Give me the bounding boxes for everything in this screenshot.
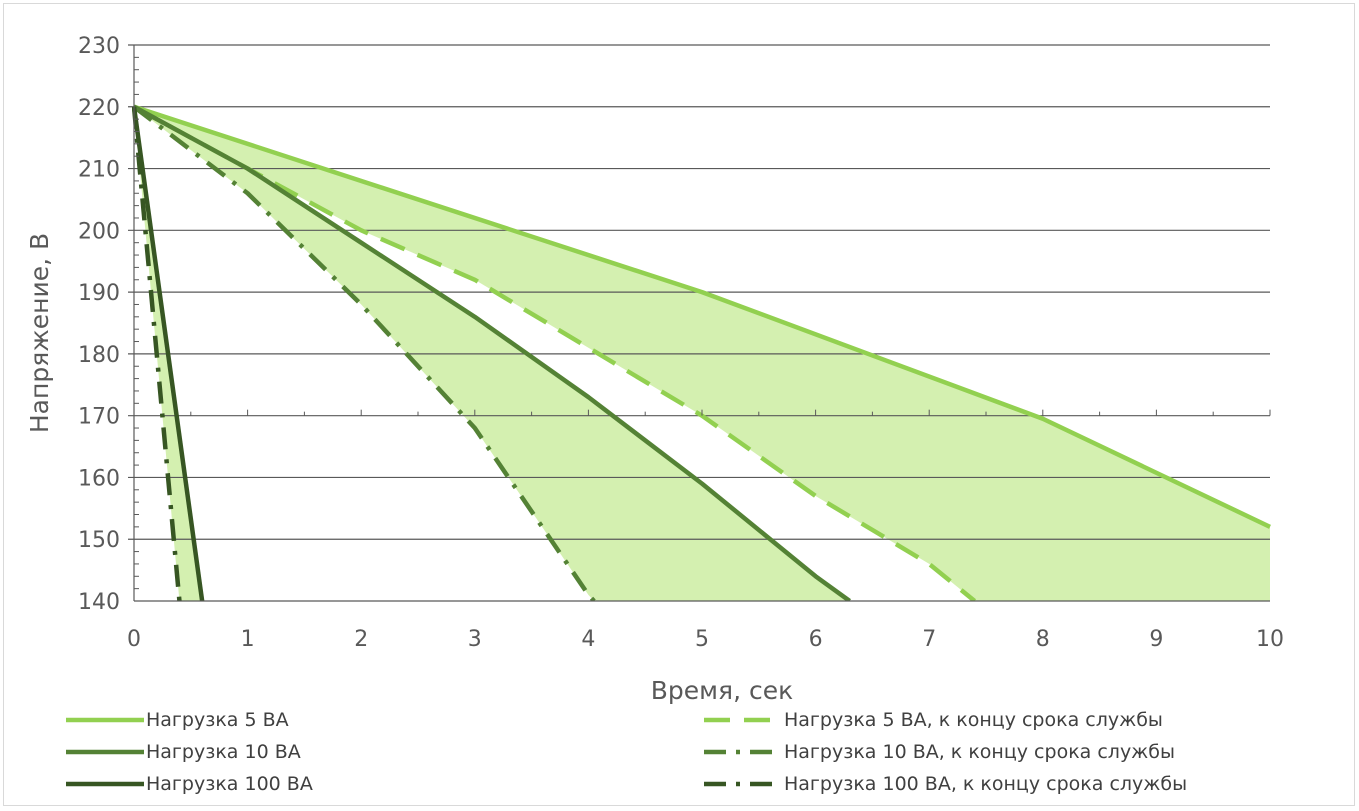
legend-label-load_10: Нагрузка 10 ВА xyxy=(146,741,301,763)
series-lines xyxy=(132,104,1271,601)
series-line-load_100_eol xyxy=(132,106,182,601)
y-tick-label: 160 xyxy=(78,466,120,491)
x-tick-label: 5 xyxy=(695,627,709,652)
y-axis-title: Напряжение, В xyxy=(25,233,54,433)
series-line-load_5_eol xyxy=(132,104,977,601)
legend-label-load_100_eol: Нагрузка 100 ВА, к концу срока службы xyxy=(784,773,1187,795)
chart-container: 140 150 160 170 180 190 200 210 220 230 0 1 2 3 4 5 6 7 8 9… xyxy=(3,3,1355,806)
x-axis-title: Время, сек xyxy=(651,676,793,705)
y-tick-label: 210 xyxy=(78,158,120,183)
x-tick-label: 9 xyxy=(1149,627,1163,652)
legend-label-load_10_eol: Нагрузка 10 ВА, к концу срока службы xyxy=(784,741,1175,763)
legend-label-load_5: Нагрузка 5 ВА xyxy=(146,709,289,731)
y-tick-label: 230 xyxy=(78,34,120,59)
x-tick-label: 10 xyxy=(1256,627,1284,652)
series-line-load_100 xyxy=(132,106,205,601)
legend-label-load_5_eol: Нагрузка 5 ВА, к концу срока службы xyxy=(784,709,1163,731)
x-tick-label: 1 xyxy=(241,627,255,652)
y-tick-label: 140 xyxy=(78,590,120,615)
x-tick-label: 4 xyxy=(581,627,595,652)
x-tick-label: 8 xyxy=(1036,627,1050,652)
x-tick-label: 0 xyxy=(127,627,141,652)
legend-label-load_100: Нагрузка 100 ВА xyxy=(146,773,313,795)
x-tick-label: 7 xyxy=(922,627,936,652)
series-line-load_10 xyxy=(132,104,852,601)
y-tick-label: 170 xyxy=(78,405,120,430)
axes xyxy=(133,45,1271,602)
x-tick-label: 6 xyxy=(809,627,823,652)
y-tick-label: 190 xyxy=(78,281,120,306)
y-tick-label: 150 xyxy=(78,528,120,553)
x-tick-label: 2 xyxy=(354,627,368,652)
y-tick-label: 220 xyxy=(78,96,120,121)
y-tick-label: 200 xyxy=(78,219,120,244)
legend: Нагрузка 5 ВА Нагрузка 10 ВА Нагрузка 100 … xyxy=(66,709,1187,795)
series-line-load_5 xyxy=(133,104,1271,529)
y-tick-label: 180 xyxy=(78,343,120,368)
tick-labels: 140 150 160 170 180 190 200 210 220 230 0 1 2 3 4 5 6 7 8 9… xyxy=(78,34,1284,652)
x-tick-label: 3 xyxy=(468,627,482,652)
voltage-time-chart: 140 150 160 170 180 190 200 210 220 230 0 1 2 3 4 5 6 7 8 9… xyxy=(25,34,1284,795)
series-line-load_10_eol xyxy=(132,104,596,601)
